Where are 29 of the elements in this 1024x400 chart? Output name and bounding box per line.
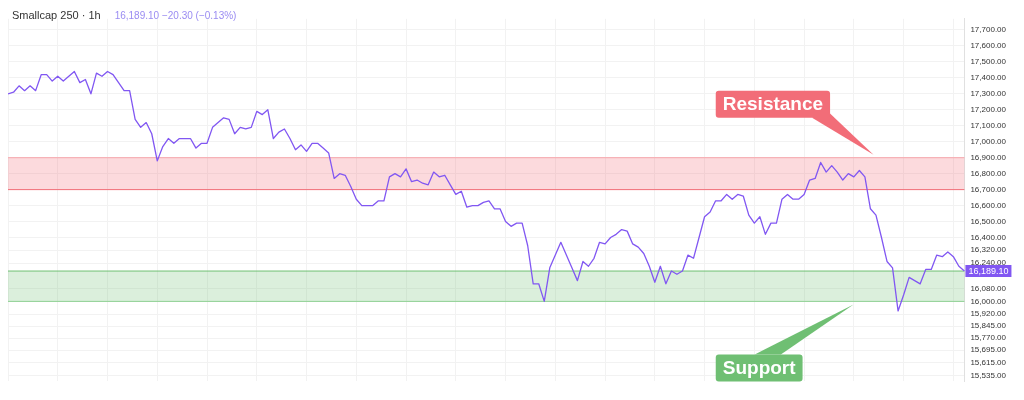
y-tick-label: 15,695.00 bbox=[970, 345, 1007, 355]
y-tick-label: 15,615.00 bbox=[970, 358, 1007, 368]
y-tick-label: 16,000.00 bbox=[970, 296, 1007, 306]
y-tick-label: 17,500.00 bbox=[970, 57, 1007, 67]
y-tick-label: 17,600.00 bbox=[970, 41, 1007, 51]
y-tick-label: 16,900.00 bbox=[970, 152, 1007, 162]
y-tick-label: 16,700.00 bbox=[970, 184, 1007, 194]
y-tick-label: 15,770.00 bbox=[970, 333, 1007, 343]
y-tick-label: 15,845.00 bbox=[970, 321, 1007, 331]
y-tick-label: 15,535.00 bbox=[970, 370, 1007, 380]
y-tick-label: 15,920.00 bbox=[970, 309, 1007, 319]
y-tick-label: 17,100.00 bbox=[970, 120, 1007, 130]
y-tick-label: 16,320.00 bbox=[970, 245, 1007, 255]
y-tick-label: 16,080.00 bbox=[970, 283, 1007, 293]
y-tick-label: 16,400.00 bbox=[970, 232, 1007, 242]
y-tick-label: 17,300.00 bbox=[970, 89, 1007, 99]
chart-subtitle: 16,189.10 −20.30 (−0.13%) bbox=[114, 9, 237, 21]
text: 16,189.10 bbox=[968, 265, 1009, 276]
y-tick-label: 17,700.00 bbox=[970, 25, 1007, 35]
y-tick-label: 16,800.00 bbox=[970, 168, 1007, 178]
y-tick-label: 17,400.00 bbox=[970, 73, 1007, 83]
chart-title: Smallcap 250 · 1h bbox=[12, 9, 101, 22]
y-tick-label: 17,000.00 bbox=[970, 136, 1007, 146]
y-tick-label: 17,200.00 bbox=[970, 105, 1007, 114]
y-tick-label: 16,600.00 bbox=[970, 200, 1007, 210]
y-tick-label: 16,240.00 bbox=[970, 258, 1007, 268]
band-label: Resistance bbox=[722, 93, 824, 115]
y-tick-label: 16,500.00 bbox=[970, 216, 1007, 226]
band-label: Support bbox=[722, 357, 797, 379]
